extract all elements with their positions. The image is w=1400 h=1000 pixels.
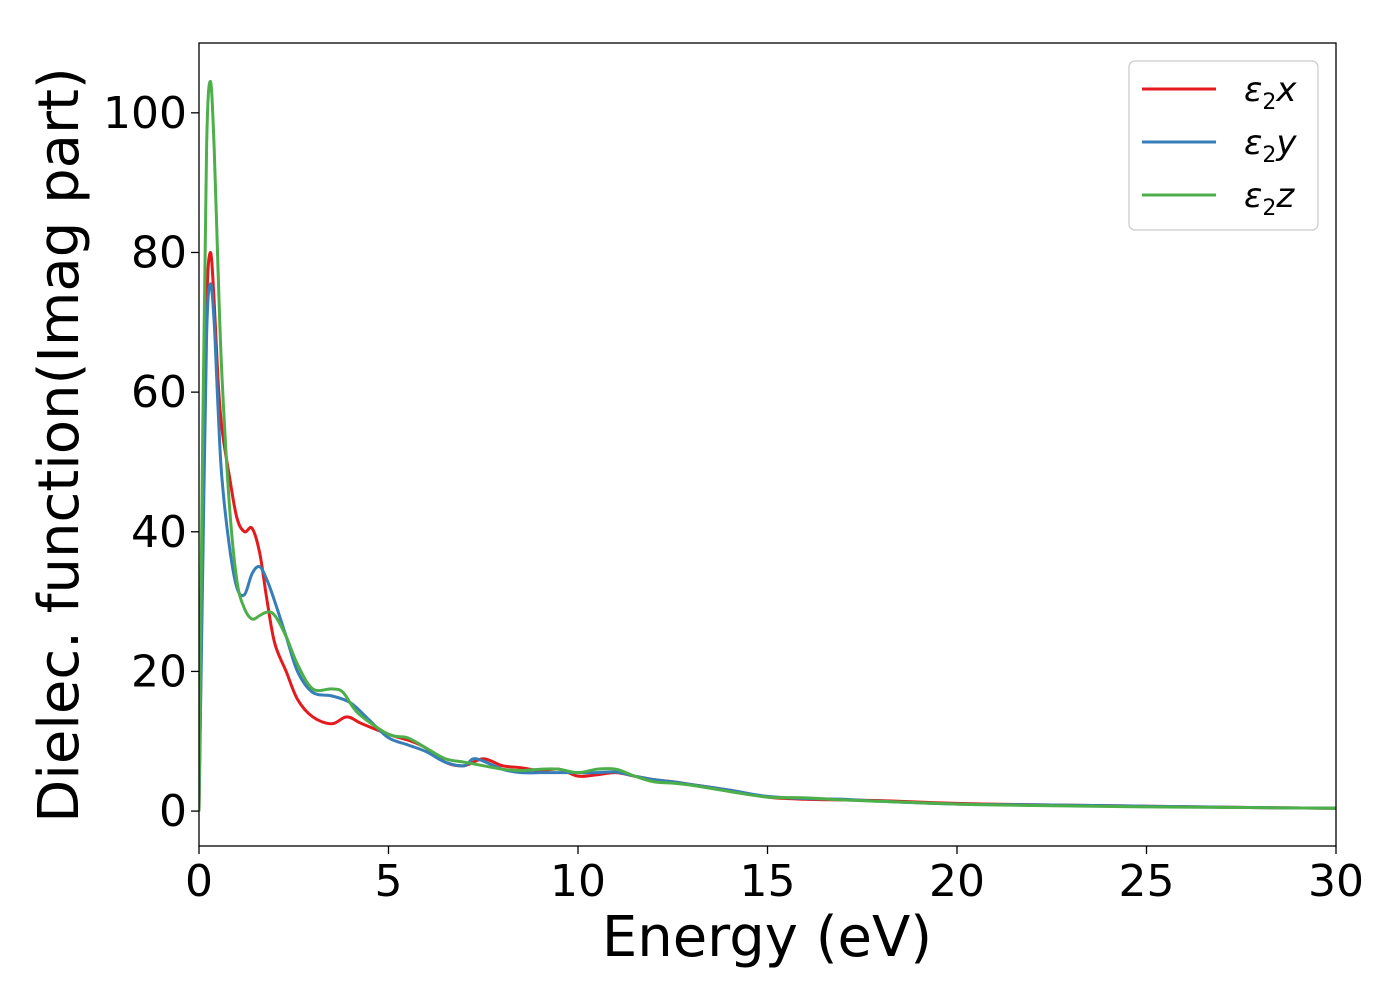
- y-tick-label: 0: [159, 786, 187, 837]
- x-tick-label: 25: [1119, 856, 1175, 907]
- x-axis-label: Energy (eV): [602, 905, 932, 970]
- x-tick-label: 5: [375, 856, 403, 907]
- plot-area: [199, 79, 1336, 812]
- legend: ε2x ε2y ε2z: [1128, 60, 1319, 231]
- y-tick-label: 80: [131, 227, 187, 278]
- x-tick-label: 20: [929, 856, 985, 907]
- legend-label-x: ε2x: [1244, 70, 1297, 115]
- legend-label-y: ε2y: [1244, 123, 1297, 168]
- y-tick-label: 20: [131, 646, 187, 697]
- series-line-y: [199, 282, 1336, 812]
- legend-label-z: ε2z: [1244, 176, 1295, 221]
- y-axis-label: Dielec. function(Imag part): [27, 67, 92, 823]
- y-tick-label: 60: [131, 367, 187, 418]
- y-tick-label: 100: [103, 88, 187, 139]
- series-line-x: [199, 250, 1336, 812]
- x-tick-label: 15: [740, 856, 796, 907]
- y-tick-label: 40: [131, 507, 187, 558]
- x-tick-label: 30: [1308, 856, 1364, 907]
- legend-box: [1128, 60, 1319, 231]
- x-tick-label: 10: [550, 856, 606, 907]
- x-tick-label: 0: [185, 856, 213, 907]
- axes: 0 5 10 15 20 25 30 0 20 40 60 80 100: [103, 42, 1364, 907]
- series-line-z: [199, 79, 1336, 812]
